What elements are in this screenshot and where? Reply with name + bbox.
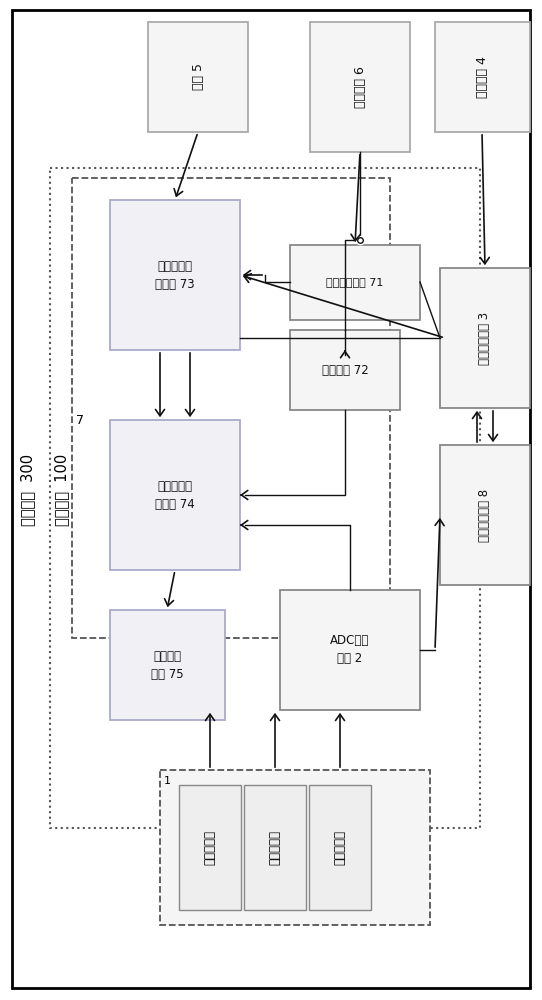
Bar <box>50 168 480 828</box>
Text: 指标监测单元 8: 指标监测单元 8 <box>479 488 492 542</box>
Text: 血糖传感器: 血糖传感器 <box>268 830 281 865</box>
Text: ADC转换
单元 2: ADC转换 单元 2 <box>330 635 370 666</box>
Bar <box>310 22 410 152</box>
Text: 无线线圈 6: 无线线圈 6 <box>353 66 366 108</box>
Text: 芯片封装  300: 芯片封装 300 <box>21 454 35 526</box>
Bar <box>435 22 530 132</box>
Text: 7: 7 <box>76 414 84 426</box>
Bar <box>110 200 240 350</box>
Bar <box>110 610 225 720</box>
Text: 电池 5: 电池 5 <box>191 64 204 91</box>
Text: 芯片硅片  100: 芯片硅片 100 <box>55 454 69 526</box>
Text: 第一通路选
择单元 73: 第一通路选 择单元 73 <box>155 259 195 290</box>
Bar <box>290 330 400 410</box>
Text: 蓝牙天线 4: 蓝牙天线 4 <box>476 56 489 98</box>
Text: 充电检测单元 71: 充电检测单元 71 <box>326 277 384 288</box>
Text: 1: 1 <box>164 776 171 786</box>
Text: 第二通路选
择单元 74: 第二通路选 择单元 74 <box>155 480 195 510</box>
Bar <box>160 770 430 925</box>
Bar <box>440 445 530 585</box>
Text: 供电网络
单元 75: 供电网络 单元 75 <box>151 650 184 680</box>
Text: 温度传感器: 温度传感器 <box>203 830 216 865</box>
Bar <box>72 178 390 638</box>
Bar <box>440 268 530 408</box>
Bar <box>110 420 240 570</box>
Bar <box>244 785 306 910</box>
Text: 稳压电路 72: 稳压电路 72 <box>321 363 369 376</box>
Bar <box>290 245 420 320</box>
Bar <box>309 785 371 910</box>
Bar <box>280 590 420 710</box>
Bar <box>148 22 248 132</box>
Text: 蓝牙控制电路 3: 蓝牙控制电路 3 <box>479 311 492 365</box>
Bar <box>179 785 241 910</box>
Text: 血压传感器: 血压传感器 <box>333 830 346 865</box>
